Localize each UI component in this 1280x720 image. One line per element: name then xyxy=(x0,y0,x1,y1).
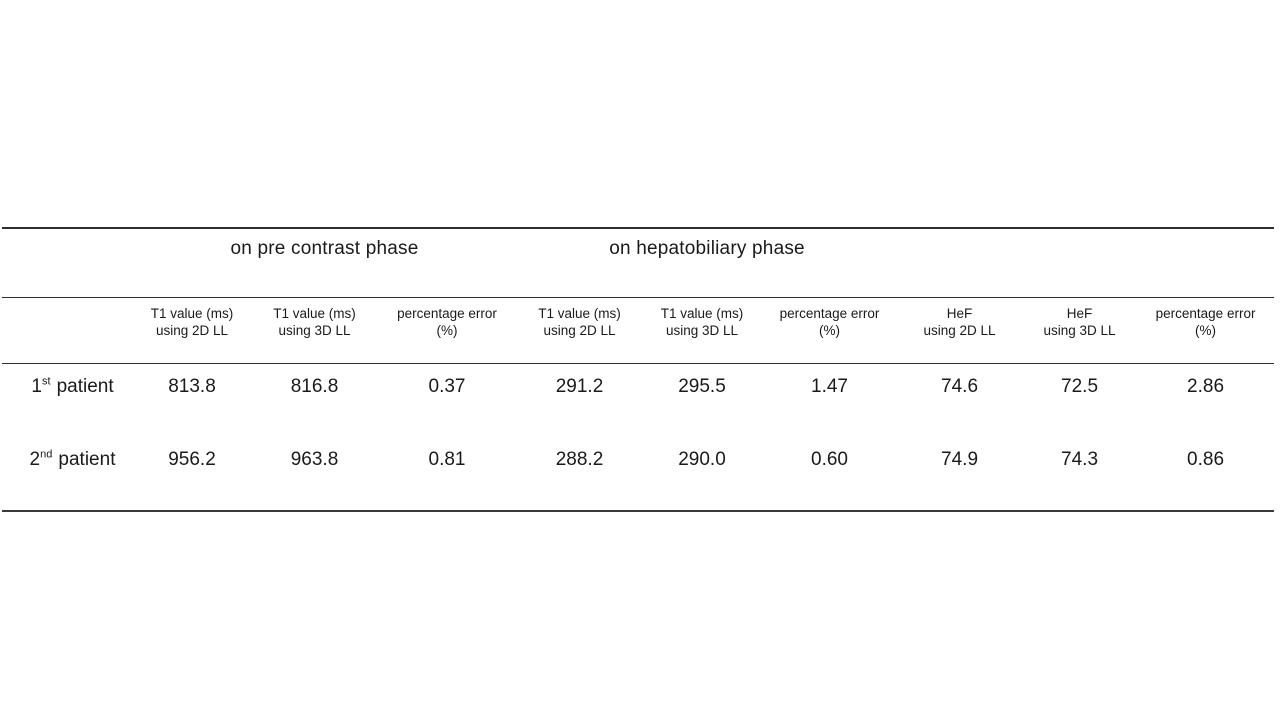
cell-t1-2d-hep: 291.2 xyxy=(517,363,642,437)
cell-error-pre: 0.37 xyxy=(377,363,517,437)
cell-t1-3d-hep: 295.5 xyxy=(642,363,762,437)
col-header-line2: (%) xyxy=(819,323,841,338)
col-header-t1-2d-hep: T1 value (ms) using 2D LL xyxy=(517,297,642,364)
ordinal-suffix: nd xyxy=(40,448,53,461)
cell-t1-2d-pre: 956.2 xyxy=(132,437,252,512)
row-label-text: patient xyxy=(56,376,114,397)
row-label-patient-1: 1st patient xyxy=(2,363,132,437)
corner-spacer-cell xyxy=(2,227,132,298)
cell-t1-3d-pre: 816.8 xyxy=(252,363,377,437)
cell-error-hep: 0.60 xyxy=(762,437,898,512)
col-header-line2: (%) xyxy=(1195,323,1217,338)
cell-t1-3d-hep: 290.0 xyxy=(642,437,762,512)
col-header-line2: using 3D LL xyxy=(665,323,739,338)
cell-hef-3d: 72.5 xyxy=(1022,363,1138,437)
col-header-line2: using 3D LL xyxy=(278,323,351,338)
col-header-line1: T1 value (ms) xyxy=(150,306,234,321)
col-header-t1-3d-hep: T1 value (ms) using 3D LL xyxy=(642,297,762,364)
phase-header-row: on pre contrast phase on hepatobiliary p… xyxy=(2,227,1275,298)
row-label-header-cell xyxy=(2,297,132,364)
cell-hef-2d: 74.6 xyxy=(897,363,1023,437)
cell-hef-3d: 74.3 xyxy=(1022,437,1138,512)
cell-t1-3d-pre: 963.8 xyxy=(252,437,377,512)
col-header-hef-2d: HeF using 2D LL xyxy=(897,297,1023,364)
col-header-line2: using 3D LL xyxy=(1043,323,1116,338)
cell-error-hep: 1.47 xyxy=(762,363,898,437)
col-header-line2: using 2D LL xyxy=(923,323,996,338)
col-header-line1: percentage error xyxy=(397,306,497,321)
results-table: on pre contrast phase on hepatobiliary p… xyxy=(2,227,1275,512)
col-header-line1: percentage error xyxy=(779,306,880,321)
column-header-row: T1 value (ms) using 2D LL T1 value (ms) … xyxy=(2,297,1275,364)
col-header-line1: T1 value (ms) xyxy=(273,306,356,321)
col-header-t1-2d-pre: T1 value (ms) using 2D LL xyxy=(132,297,252,364)
col-header-hef-3d: HeF using 3D LL xyxy=(1022,297,1138,364)
col-header-line1: HeF xyxy=(946,306,973,321)
col-header-error-pre: percentage error (%) xyxy=(377,297,517,364)
col-header-t1-3d-pre: T1 value (ms) using 3D LL xyxy=(252,297,377,364)
cell-error-hef: 2.86 xyxy=(1137,363,1275,437)
col-header-line1: T1 value (ms) xyxy=(538,306,621,321)
cell-t1-2d-hep: 288.2 xyxy=(517,437,642,512)
row-label-patient-2: 2nd patient xyxy=(2,437,132,512)
col-header-line2: using 2D LL xyxy=(543,323,616,338)
phase-header-spacer xyxy=(897,227,1275,298)
col-header-line2: (%) xyxy=(436,323,458,338)
phase-header-hepatobiliary: on hepatobiliary phase xyxy=(517,227,898,298)
table-row-patient-2: 2nd patient 956.2 963.8 0.81 288.2 290.0 … xyxy=(2,437,1275,512)
col-header-line1: T1 value (ms) xyxy=(660,306,744,321)
cell-t1-2d-pre: 813.8 xyxy=(132,363,252,437)
table-row-patient-1: 1st patient 813.8 816.8 0.37 291.2 295.5 … xyxy=(2,363,1275,437)
col-header-line1: percentage error xyxy=(1155,306,1256,321)
phase-header-pre-contrast: on pre contrast phase xyxy=(132,227,517,298)
col-header-error-hep: percentage error (%) xyxy=(762,297,898,364)
col-header-line2: using 2D LL xyxy=(155,323,229,338)
cell-hef-2d: 74.9 xyxy=(897,437,1023,512)
col-header-error-hef: percentage error (%) xyxy=(1137,297,1275,364)
ordinal: 2 xyxy=(29,449,41,470)
ordinal-suffix: st xyxy=(41,375,51,388)
col-header-line1: HeF xyxy=(1066,306,1093,321)
cell-error-pre: 0.81 xyxy=(377,437,517,512)
cell-error-hef: 0.86 xyxy=(1137,437,1275,512)
ordinal: 1 xyxy=(31,376,42,397)
row-label-text: patient xyxy=(58,449,116,470)
